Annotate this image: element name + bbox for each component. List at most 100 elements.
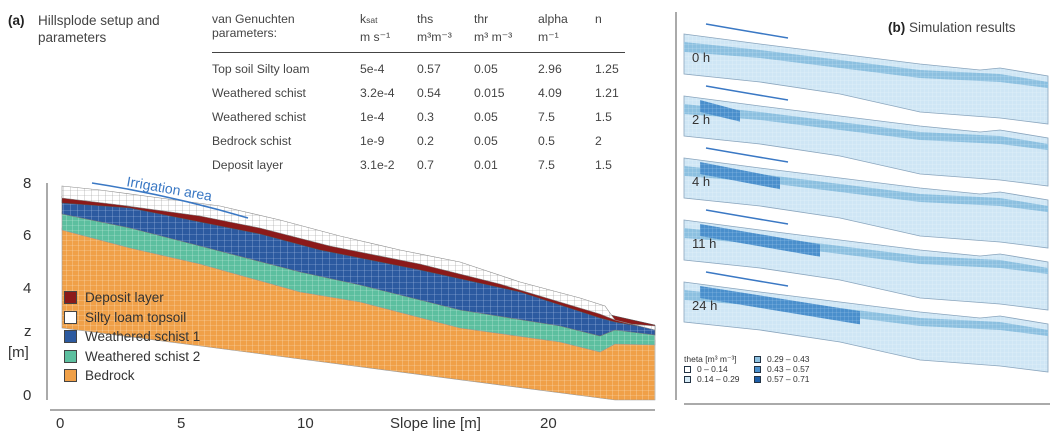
cell-n: 1.5 <box>595 110 612 124</box>
strip-irrigation-line <box>705 209 789 225</box>
theta-legend: theta [m³ m⁻³] 0.29 – 0.43 0 – 0.14 0.43… <box>684 354 844 384</box>
theta-swatch <box>684 375 691 383</box>
legend-label: Weathered schist 1 <box>85 329 201 345</box>
x-tick-20: 20 <box>540 415 557 432</box>
table-row: Weathered schist 3.2e-4 0.54 0.015 4.09 … <box>212 81 625 105</box>
cell-layer: Weathered schist <box>212 86 306 100</box>
cell-ksat: 3.2e-4 <box>360 86 395 100</box>
unit-thr: m³ m⁻³ <box>474 30 538 53</box>
theta-legend-title: theta [m³ m⁻³] <box>684 354 737 364</box>
legend-item: Bedrock <box>64 366 200 386</box>
strip-band <box>684 104 1048 150</box>
strip-band <box>684 42 1048 88</box>
x-axis-label: Slope line [m] <box>390 415 481 432</box>
panel-a-letter: (a) <box>8 13 25 28</box>
cell-thr: 0.05 <box>474 134 498 148</box>
simulation-strip: 2 h <box>683 85 1049 187</box>
unit-ksat: m s⁻¹ <box>360 30 417 53</box>
cell-thr: 0.05 <box>474 62 498 76</box>
cell-ksat: 3.1e-2 <box>360 158 395 172</box>
y-tick-6: 6 <box>23 227 31 244</box>
unit-alpha: m⁻¹ <box>538 30 595 53</box>
cell-thr: 0.05 <box>474 110 498 124</box>
cell-alpha: 0.5 <box>538 134 555 148</box>
table-header-ksat: ksat <box>360 12 378 26</box>
layer-legend: Deposit layer Silty loam topsoil Weather… <box>64 288 200 386</box>
simulation-strip: 4 h <box>683 147 1049 249</box>
legend-item: Deposit layer <box>64 288 200 308</box>
sim-axes <box>675 12 1050 405</box>
cell-ths: 0.2 <box>417 134 434 148</box>
y-axis-label-z: z <box>24 323 32 340</box>
table-header-n: n <box>595 12 602 26</box>
table-header-alpha: alpha <box>538 12 568 26</box>
strip-irrigation-line <box>705 147 789 163</box>
simulation-strip: 0 h <box>683 23 1049 125</box>
cell-ths: 0.3 <box>417 110 434 124</box>
theta-legend-label: 0.14 – 0.29 <box>697 374 740 384</box>
cell-layer: Bedrock schist <box>212 134 292 148</box>
table-row: Deposit layer 3.1e-2 0.7 0.01 7.5 1.5 <box>212 153 625 177</box>
cell-layer: Top soil Silty loam <box>212 62 310 76</box>
legend-label: Bedrock <box>85 368 135 384</box>
swatch-topsoil <box>64 310 77 324</box>
cell-n: 1.5 <box>595 158 612 172</box>
cell-ths: 0.57 <box>417 62 441 76</box>
legend-item: Silty loam topsoil <box>64 308 200 328</box>
x-tick-10: 10 <box>297 415 314 432</box>
theta-legend-label: 0.57 – 0.71 <box>767 374 810 384</box>
strip-irrigation-line <box>705 271 789 287</box>
cell-ths: 0.7 <box>417 158 434 172</box>
unit-ths: m³m⁻³ <box>417 30 474 53</box>
wetting-front <box>700 224 820 257</box>
cell-n: 1.25 <box>595 62 619 76</box>
theta-legend-label: 0 – 0.14 <box>697 364 728 374</box>
theta-swatch <box>754 375 761 383</box>
time-label: 2 h <box>692 112 710 127</box>
y-tick-8: 8 <box>23 175 31 192</box>
y-tick-4: 4 <box>23 280 31 297</box>
theta-legend-label: 0.29 – 0.43 <box>767 354 810 364</box>
x-tick-5: 5 <box>177 415 185 432</box>
table-header-name: van Genuchten parameters: <box>212 12 360 53</box>
mesh-layers <box>61 185 656 401</box>
cell-alpha: 2.96 <box>538 62 562 76</box>
panel-b-title: Simulation results <box>909 20 1016 35</box>
cell-alpha: 7.5 <box>538 158 555 172</box>
cell-ksat: 1e-9 <box>360 134 385 148</box>
table-header-thr: thr <box>474 12 489 26</box>
simulation-strip: 24 h <box>683 271 1049 373</box>
x-tick-0: 0 <box>56 415 64 432</box>
panel-a-title: Hillsplode setup and parameters <box>38 13 160 45</box>
wetting-front <box>700 162 780 190</box>
legend-item: Weathered schist 1 <box>64 327 200 347</box>
table-row: Top soil Silty loam 5e-4 0.57 0.05 2.96 … <box>212 53 625 82</box>
cell-ths: 0.54 <box>417 86 441 100</box>
time-label: 11 h <box>692 236 716 251</box>
legend-label: Silty loam topsoil <box>85 309 187 325</box>
table-row: Bedrock schist 1e-9 0.2 0.05 0.5 2 <box>212 129 625 153</box>
wetting-front <box>700 286 860 325</box>
swatch-schist-2 <box>64 349 77 363</box>
theta-legend-item: 0.29 – 0.43 <box>754 354 844 364</box>
cell-thr: 0.01 <box>474 158 498 172</box>
legend-label: Weathered schist 2 <box>85 348 201 364</box>
strip-irrigation-line <box>705 23 789 39</box>
cell-alpha: 7.5 <box>538 110 555 124</box>
theta-legend-item: 0.43 – 0.57 <box>754 364 844 374</box>
table-row: Weathered schist 1e-4 0.3 0.05 7.5 1.5 <box>212 105 625 129</box>
mesh-axes <box>46 183 655 411</box>
swatch-schist-1 <box>64 330 77 344</box>
theta-legend-item: 0 – 0.14 <box>684 364 754 374</box>
panel-a-label: (a) Hillsplode setup and parameters <box>8 12 160 45</box>
irrigation-arc <box>91 182 249 219</box>
strip-irrigation-line <box>705 85 789 101</box>
y-axis-label-unit: [m] <box>8 344 29 361</box>
swatch-deposit <box>64 291 77 305</box>
unit-n <box>595 30 625 53</box>
cell-ksat: 1e-4 <box>360 110 385 124</box>
cell-thr: 0.015 <box>474 86 505 100</box>
legend-label: Deposit layer <box>85 290 164 306</box>
